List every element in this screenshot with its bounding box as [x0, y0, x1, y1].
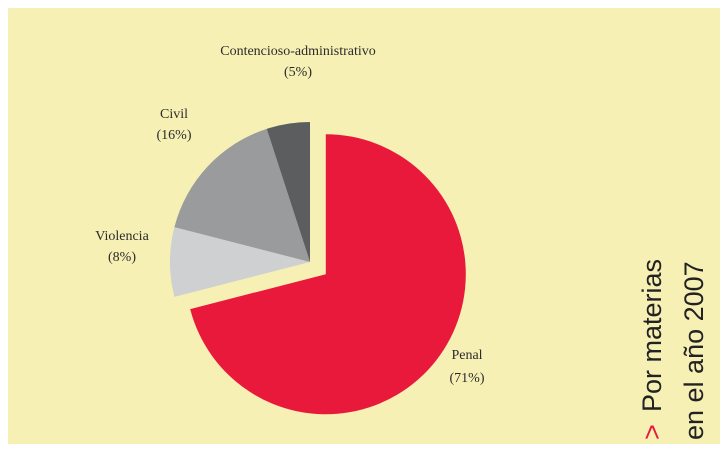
pct-contencioso: (5%)	[284, 65, 312, 80]
label-penal: Penal	[451, 348, 482, 363]
side-title-line1: Por materias	[637, 259, 667, 412]
side-title-2: en el año 2007	[679, 261, 709, 440]
side-title-marker: >	[637, 424, 667, 440]
pie-slice-penal	[190, 134, 466, 415]
label-contencioso: Contencioso-administrativo	[220, 44, 376, 59]
pct-civil: (16%)	[157, 128, 192, 143]
pie-slice-contencioso-administrativo	[266, 122, 310, 262]
pct-penal: (71%)	[450, 371, 485, 386]
label-civil: Civil	[160, 107, 188, 122]
pie-slice-civil	[174, 128, 310, 262]
pie-slice-violencia	[170, 227, 310, 297]
pie-slices	[170, 122, 466, 415]
side-title-line2: en el año 2007	[679, 261, 709, 440]
label-violencia: Violencia	[95, 229, 149, 244]
side-title: > Por materias	[637, 259, 667, 440]
pct-violencia: (8%)	[108, 250, 136, 265]
